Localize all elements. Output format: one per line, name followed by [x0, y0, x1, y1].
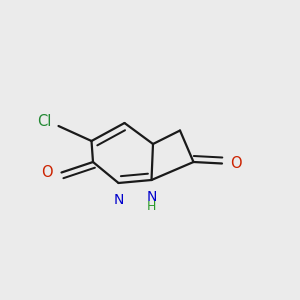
- Text: Cl: Cl: [37, 114, 51, 129]
- Text: H: H: [147, 200, 156, 214]
- Text: N: N: [113, 193, 124, 206]
- Text: N: N: [146, 190, 157, 204]
- Text: O: O: [230, 156, 241, 171]
- Text: O: O: [41, 165, 52, 180]
